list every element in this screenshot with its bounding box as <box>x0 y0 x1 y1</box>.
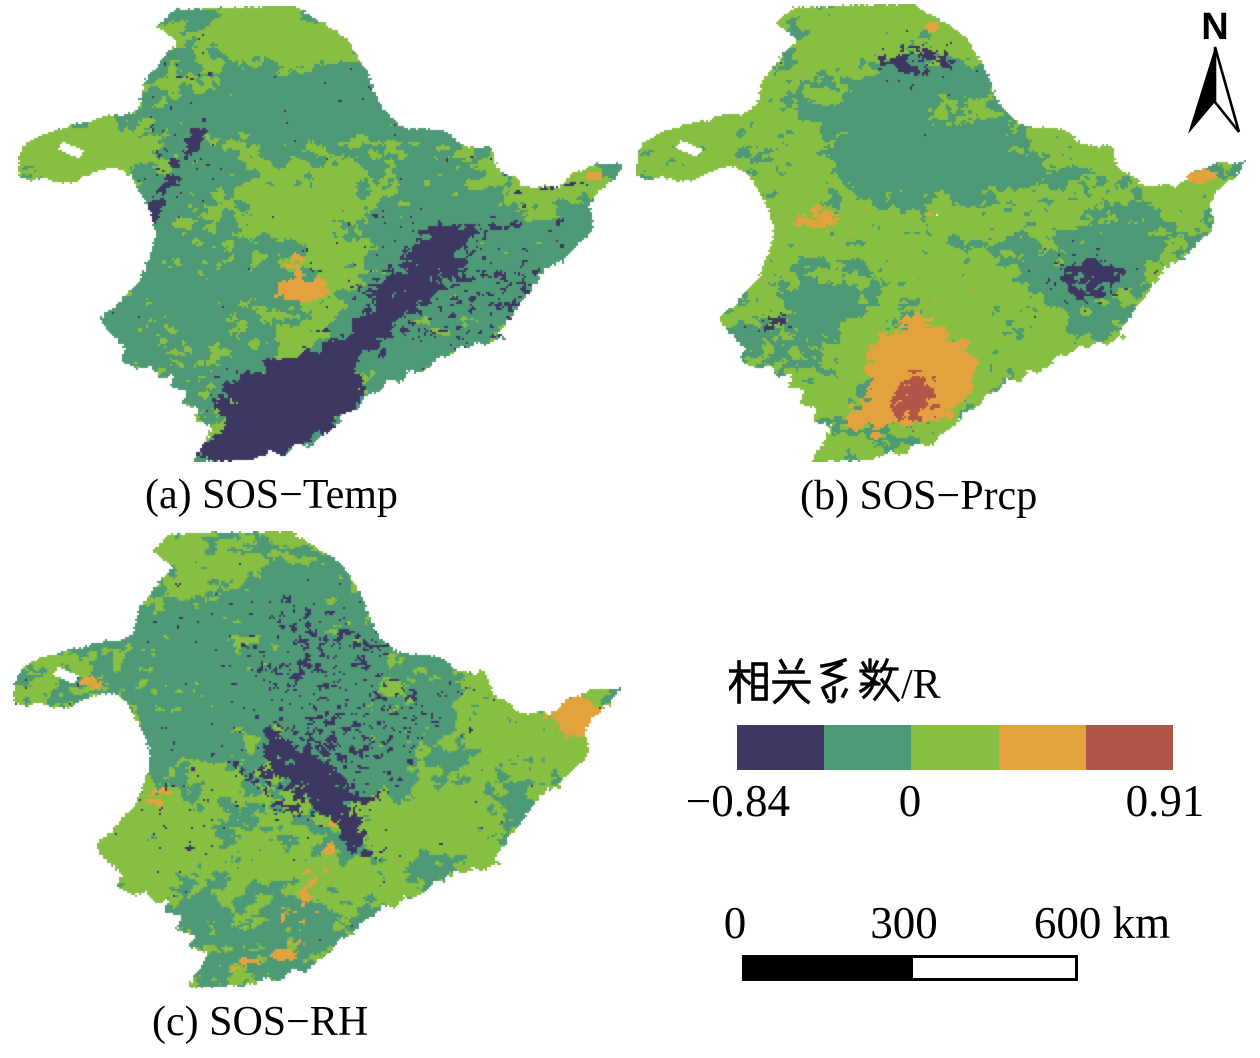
svg-text:/R: /R <box>901 662 941 706</box>
svg-text:N: N <box>1201 6 1228 48</box>
